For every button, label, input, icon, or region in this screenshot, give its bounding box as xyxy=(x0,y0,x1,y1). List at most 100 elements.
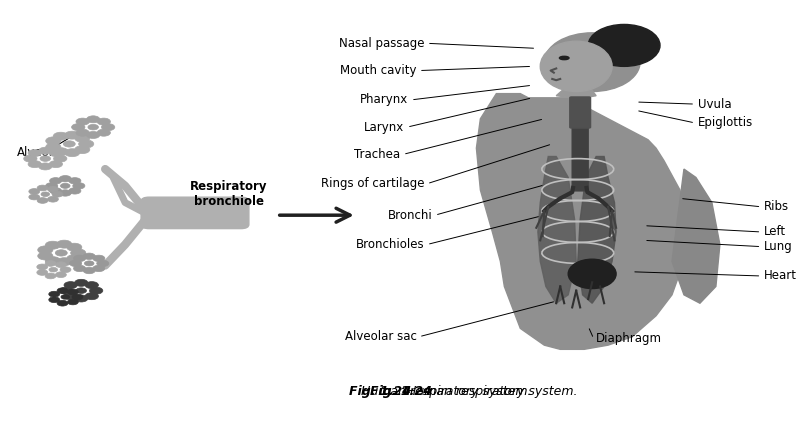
Circle shape xyxy=(49,297,60,303)
Text: Alveoli: Alveoli xyxy=(18,146,57,159)
Circle shape xyxy=(46,143,61,151)
Text: Larynx: Larynx xyxy=(364,121,405,134)
Circle shape xyxy=(29,189,39,194)
Circle shape xyxy=(49,161,63,168)
Text: Pharynx: Pharynx xyxy=(360,93,409,106)
Circle shape xyxy=(83,268,95,274)
Circle shape xyxy=(48,187,58,192)
Circle shape xyxy=(63,141,75,147)
Circle shape xyxy=(60,267,71,273)
Text: Trachea: Trachea xyxy=(355,148,401,161)
Circle shape xyxy=(67,254,82,262)
Circle shape xyxy=(39,147,52,154)
Circle shape xyxy=(75,134,89,142)
Circle shape xyxy=(48,196,58,202)
Ellipse shape xyxy=(568,259,616,289)
Circle shape xyxy=(40,156,51,161)
Text: Uvula: Uvula xyxy=(697,97,731,111)
Text: Nasal passage: Nasal passage xyxy=(339,37,425,50)
Circle shape xyxy=(61,295,69,299)
Polygon shape xyxy=(672,169,720,303)
Circle shape xyxy=(57,288,68,294)
Circle shape xyxy=(38,252,53,260)
Polygon shape xyxy=(538,157,576,303)
Text: Bronchioles: Bronchioles xyxy=(356,238,425,251)
Circle shape xyxy=(45,260,56,266)
Circle shape xyxy=(73,255,85,262)
Circle shape xyxy=(37,185,48,191)
Ellipse shape xyxy=(540,41,612,92)
Circle shape xyxy=(83,253,95,260)
Polygon shape xyxy=(578,157,616,303)
Circle shape xyxy=(38,246,53,254)
Ellipse shape xyxy=(588,24,660,66)
FancyBboxPatch shape xyxy=(570,97,591,128)
Circle shape xyxy=(64,281,77,289)
Circle shape xyxy=(76,288,86,293)
Circle shape xyxy=(102,124,114,131)
Circle shape xyxy=(45,273,56,279)
Circle shape xyxy=(85,293,98,300)
Circle shape xyxy=(53,148,69,156)
Circle shape xyxy=(37,197,48,203)
Circle shape xyxy=(41,192,50,197)
Circle shape xyxy=(71,249,85,257)
Circle shape xyxy=(60,287,73,294)
Text: Rings of cartilage: Rings of cartilage xyxy=(321,177,425,190)
Circle shape xyxy=(46,183,58,189)
Circle shape xyxy=(37,264,48,270)
Text: Respiratory
bronchiole: Respiratory bronchiole xyxy=(190,180,268,208)
Circle shape xyxy=(86,132,100,138)
Text: Fig. 1.24: Fig. 1.24 xyxy=(349,384,410,398)
Text: Ribs: Ribs xyxy=(764,200,789,213)
Text: Mouth cavity: Mouth cavity xyxy=(340,64,417,77)
Text: Alveolar sac: Alveolar sac xyxy=(345,330,417,343)
Circle shape xyxy=(56,272,66,278)
Text: Diaphragm: Diaphragm xyxy=(596,333,663,345)
Circle shape xyxy=(73,265,85,272)
Text: Bronchi: Bronchi xyxy=(388,209,433,222)
Circle shape xyxy=(37,270,48,275)
Circle shape xyxy=(89,287,103,294)
Circle shape xyxy=(69,260,81,267)
Circle shape xyxy=(56,240,72,248)
Circle shape xyxy=(97,118,110,125)
Text: Heart: Heart xyxy=(764,270,797,282)
Ellipse shape xyxy=(559,56,569,60)
Circle shape xyxy=(53,155,67,162)
Circle shape xyxy=(93,255,105,262)
Circle shape xyxy=(50,188,62,194)
Circle shape xyxy=(68,289,78,295)
Circle shape xyxy=(93,265,105,272)
Circle shape xyxy=(85,261,94,266)
Circle shape xyxy=(68,299,78,305)
Circle shape xyxy=(74,279,88,286)
Circle shape xyxy=(52,191,63,197)
Text: Left: Left xyxy=(764,225,786,238)
Text: Human respiratory system.: Human respiratory system. xyxy=(403,384,577,398)
Circle shape xyxy=(86,116,100,123)
Circle shape xyxy=(74,295,88,302)
Text: Epiglottis: Epiglottis xyxy=(697,116,753,130)
Circle shape xyxy=(76,129,89,136)
Text: Human respiratory system.: Human respiratory system. xyxy=(357,384,532,398)
Circle shape xyxy=(57,300,68,306)
Circle shape xyxy=(64,293,77,300)
Circle shape xyxy=(64,131,80,139)
Circle shape xyxy=(72,124,85,131)
Circle shape xyxy=(46,137,61,145)
Circle shape xyxy=(59,190,71,196)
Circle shape xyxy=(85,281,98,289)
Circle shape xyxy=(69,178,81,184)
Circle shape xyxy=(53,132,69,140)
Circle shape xyxy=(56,250,67,256)
FancyArrowPatch shape xyxy=(280,208,350,222)
Circle shape xyxy=(49,268,57,272)
Circle shape xyxy=(39,163,52,170)
Circle shape xyxy=(60,183,70,188)
Circle shape xyxy=(23,155,37,162)
Circle shape xyxy=(45,241,60,249)
Circle shape xyxy=(69,188,81,194)
Circle shape xyxy=(56,262,66,268)
Circle shape xyxy=(97,260,109,267)
